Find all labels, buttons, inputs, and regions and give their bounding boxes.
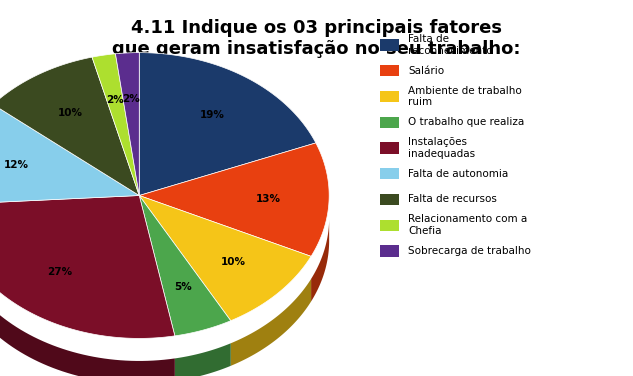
FancyBboxPatch shape: [380, 117, 399, 128]
Polygon shape: [0, 196, 175, 338]
Text: Instalações
inadequadas: Instalações inadequadas: [408, 137, 475, 159]
Polygon shape: [139, 196, 311, 321]
Text: 2%: 2%: [106, 95, 124, 105]
Polygon shape: [139, 53, 316, 196]
Text: 13%: 13%: [256, 194, 281, 203]
Text: 19%: 19%: [199, 110, 224, 120]
Polygon shape: [115, 53, 139, 196]
Polygon shape: [0, 57, 139, 196]
FancyBboxPatch shape: [380, 168, 399, 179]
Text: O trabalho que realiza: O trabalho que realiza: [408, 117, 525, 127]
Text: Ambiente de trabalho
ruim: Ambiente de trabalho ruim: [408, 86, 522, 108]
Text: Relacionamento com a
Chefia: Relacionamento com a Chefia: [408, 214, 527, 236]
FancyBboxPatch shape: [380, 245, 399, 256]
Text: 27%: 27%: [47, 267, 73, 277]
Text: 10%: 10%: [58, 109, 82, 118]
Polygon shape: [139, 143, 329, 256]
Text: Falta de autonomia: Falta de autonomia: [408, 169, 508, 179]
Polygon shape: [311, 220, 329, 302]
Polygon shape: [0, 105, 139, 205]
Polygon shape: [139, 196, 231, 336]
FancyBboxPatch shape: [380, 143, 399, 154]
FancyBboxPatch shape: [380, 194, 399, 205]
Polygon shape: [92, 54, 139, 196]
Text: 4.11 Indique os 03 principais fatores
que geram insatisfação no seu trabalho:: 4.11 Indique os 03 principais fatores qu…: [112, 19, 521, 58]
Polygon shape: [231, 279, 311, 366]
Text: Sobrecarga de trabalho: Sobrecarga de trabalho: [408, 246, 531, 256]
Text: 10%: 10%: [221, 257, 246, 267]
Text: Falta de recursos: Falta de recursos: [408, 194, 497, 205]
Text: Salário: Salário: [408, 66, 444, 76]
FancyBboxPatch shape: [380, 220, 399, 231]
Polygon shape: [0, 227, 175, 376]
Text: Falta de
reconhecimento: Falta de reconhecimento: [408, 34, 493, 56]
Text: 5%: 5%: [174, 282, 192, 292]
FancyBboxPatch shape: [380, 39, 399, 51]
FancyBboxPatch shape: [380, 65, 399, 76]
FancyBboxPatch shape: [380, 91, 399, 102]
Polygon shape: [175, 343, 231, 376]
Text: 2%: 2%: [122, 94, 140, 103]
Text: 12%: 12%: [4, 161, 29, 170]
